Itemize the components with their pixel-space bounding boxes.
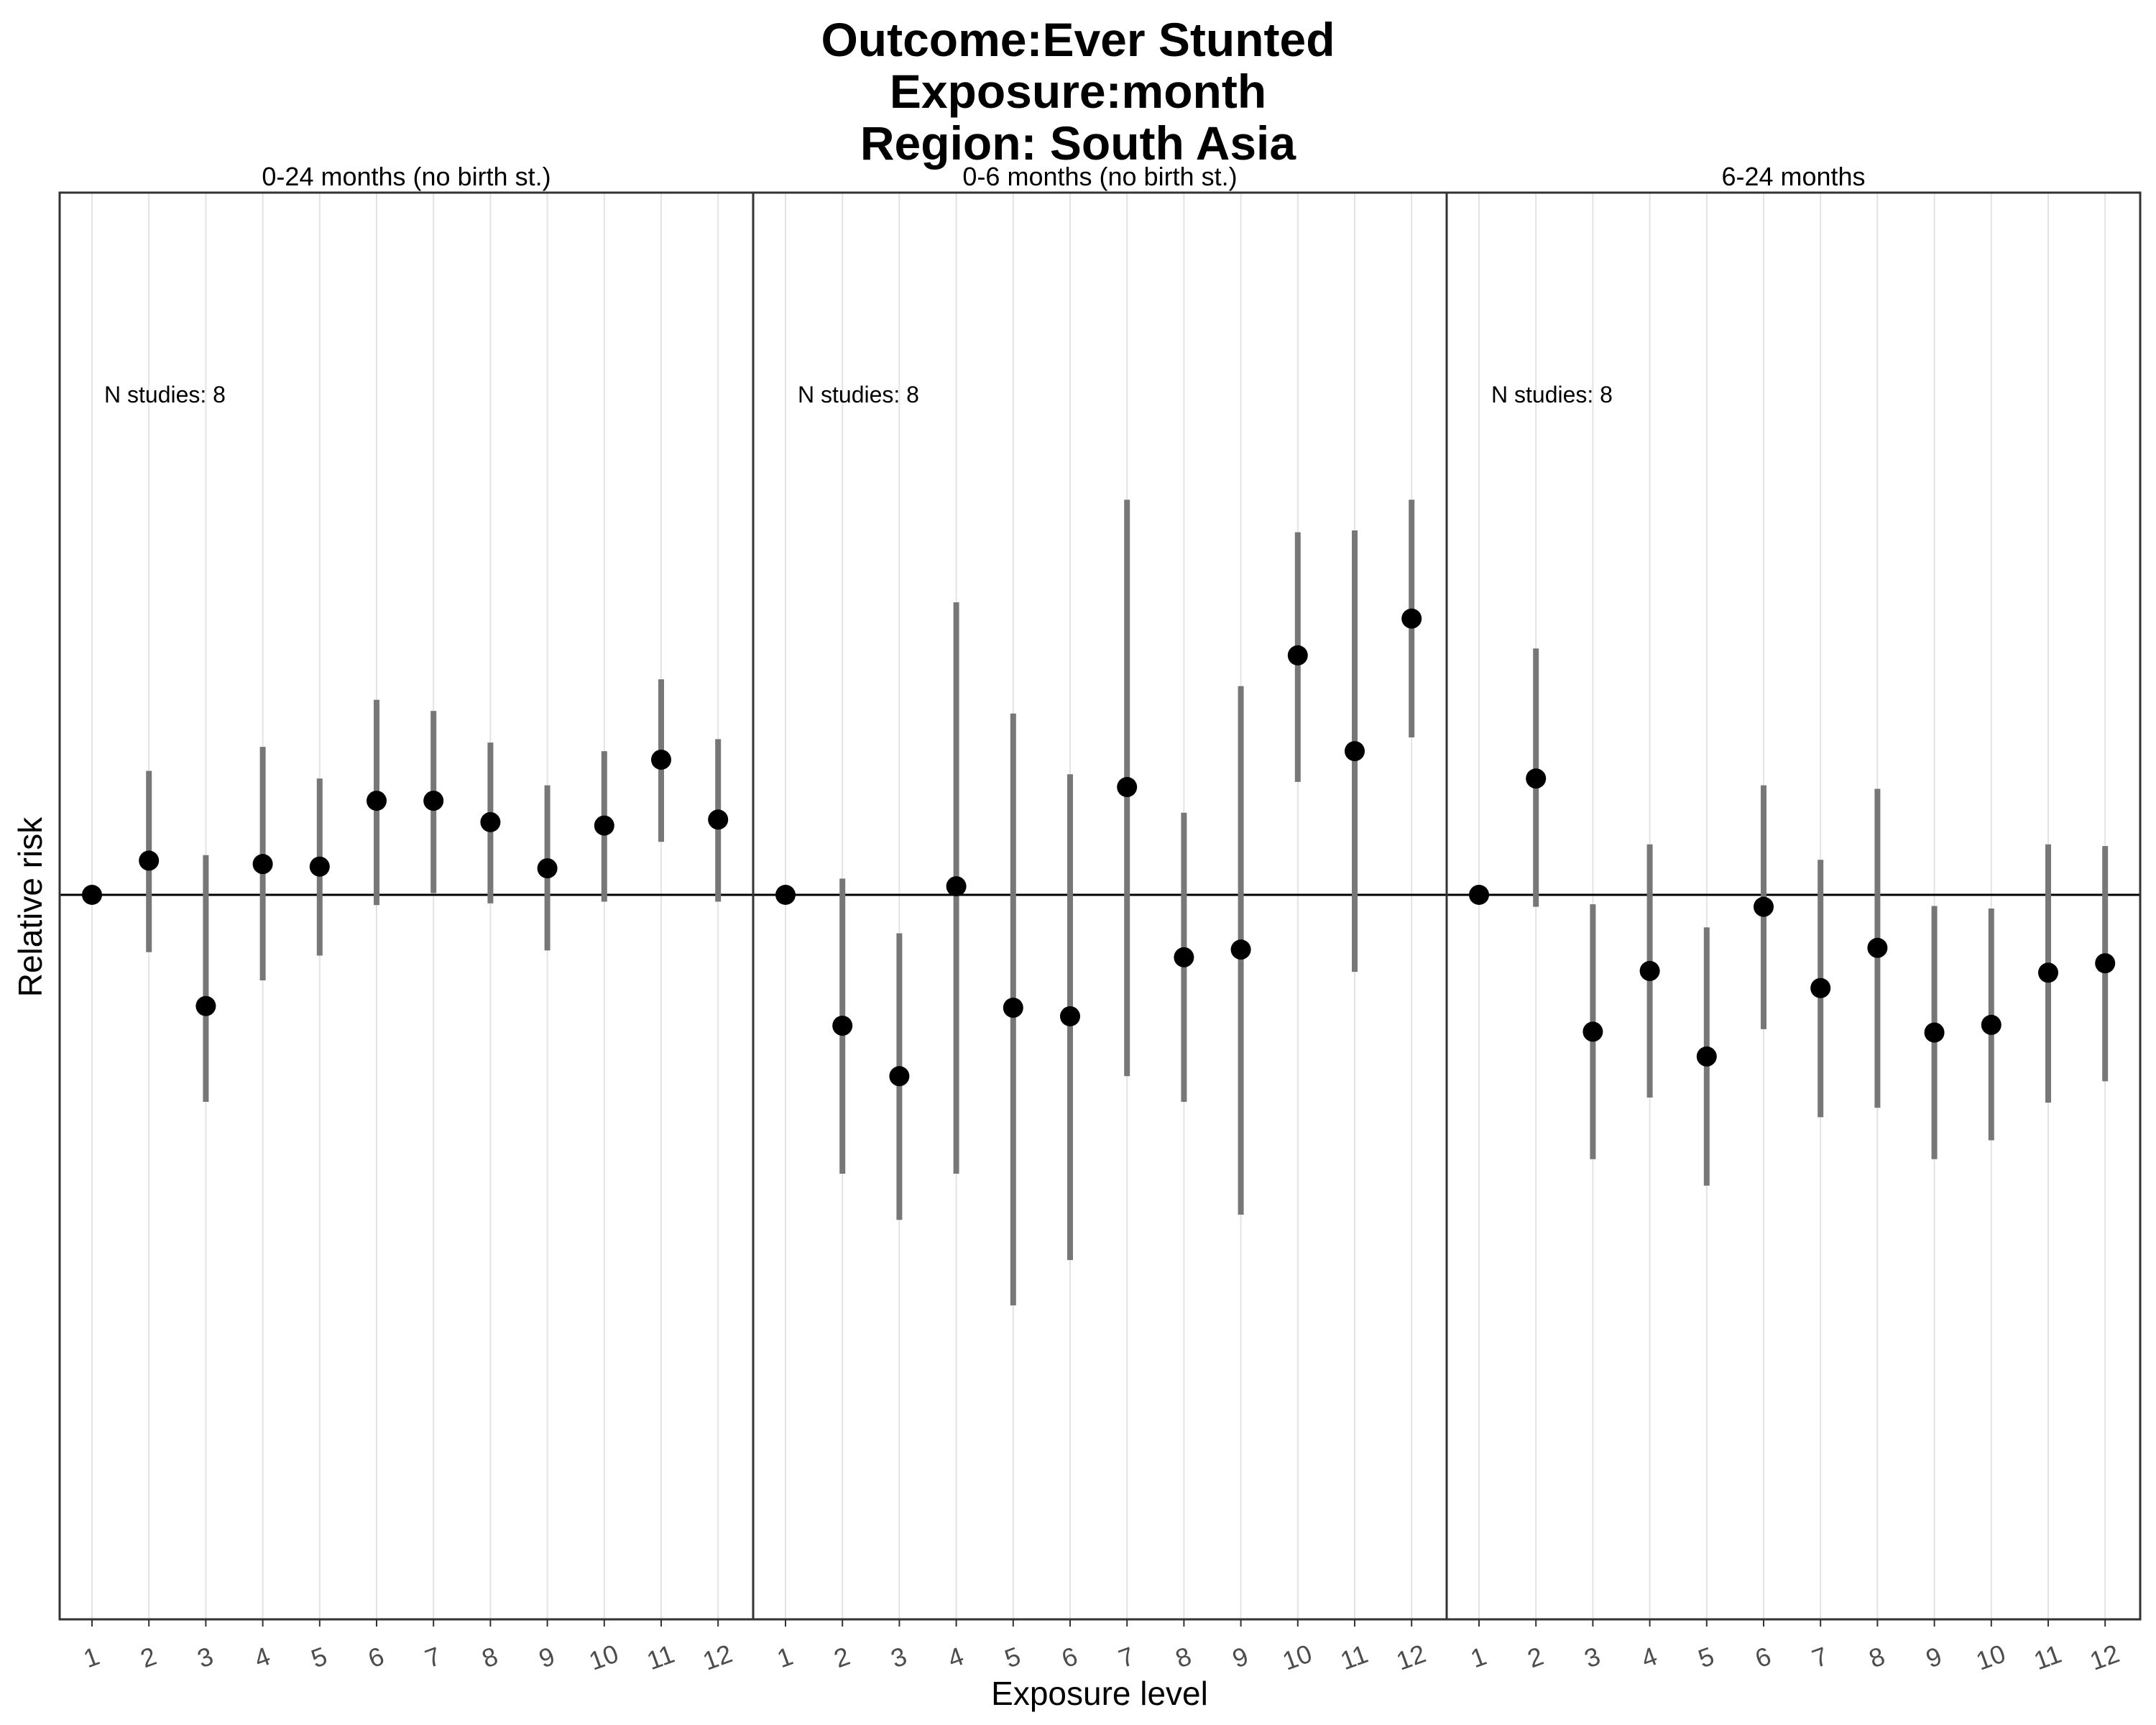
data-point [309,856,330,877]
data-point [2038,962,2058,983]
x-axis-label: Exposure level [991,1675,1208,1712]
data-point [1696,1046,1717,1067]
x-tick-label: 1 [80,1641,103,1673]
x-tick-label: 7 [421,1641,445,1673]
x-tick-label: 8 [1171,1641,1195,1673]
data-point [1117,777,1138,798]
n-studies-annotation: N studies: 8 [1491,382,1613,408]
x-tick-label: 12 [1393,1639,1430,1676]
x-tick-label: 1 [773,1641,797,1673]
x-tick-label: 11 [2030,1639,2065,1675]
x-tick-label: 1 [1467,1641,1491,1673]
data-point [1469,885,1489,905]
x-tick-label: 4 [1637,1641,1661,1673]
x-tick-label: 5 [1695,1641,1718,1673]
panel-label: 6-24 months [1721,162,1865,191]
chart-title-line-1: Outcome:Ever Stunted [821,13,1335,66]
data-point [1583,1021,1603,1042]
data-point [423,791,444,811]
data-point [832,1016,853,1036]
n-studies-annotation: N studies: 8 [798,382,919,408]
data-point [1287,645,1308,666]
x-tick-label: 11 [643,1639,678,1675]
data-point [1924,1022,1945,1043]
data-point [708,809,729,830]
data-point [594,815,614,836]
data-point [195,995,216,1016]
x-tick-label: 10 [1279,1639,1316,1676]
data-point [139,850,160,871]
x-tick-label: 5 [308,1641,331,1673]
x-tick-label: 3 [887,1641,911,1673]
x-tick-label: 10 [1972,1639,2009,1676]
data-point [1754,896,1774,917]
x-tick-label: 4 [250,1641,274,1673]
x-tick-label: 6 [364,1641,388,1673]
x-tick-label: 3 [193,1641,217,1673]
panel-border [1445,191,2142,1621]
data-point [1810,978,1831,998]
x-tick-label: 7 [1808,1641,1832,1673]
data-point [889,1066,910,1087]
n-studies-annotation: N studies: 8 [104,382,226,408]
x-tick-label: 5 [1001,1641,1025,1673]
panel-1: 0-24 months (no birth st.)N studies: 81 2… [58,162,755,1676]
x-tick-label: 9 [1228,1641,1252,1673]
x-tick-label: 9 [535,1641,558,1673]
x-tick-label: 6 [1751,1641,1775,1673]
panel-2: 0-6 months (no birth st.)N studies: 81 2 3… [752,162,1448,1676]
x-tick-label: 3 [1580,1641,1604,1673]
x-tick-label: 4 [944,1641,967,1673]
data-point [1060,1006,1080,1026]
data-point [1345,741,1365,762]
x-tick-label: 2 [1524,1641,1547,1673]
x-tick-label: 12 [699,1639,737,1676]
data-point [537,858,558,879]
chart-title-line-2: Exposure:month [889,65,1267,118]
data-point [1526,768,1547,789]
data-point [82,885,102,905]
data-point [1639,960,1660,981]
data-point [1981,1014,2001,1035]
x-tick-label: 7 [1115,1641,1138,1673]
data-point [775,885,796,905]
x-tick-label: 6 [1058,1641,1082,1673]
x-tick-label: 2 [137,1641,160,1673]
x-tick-label: 8 [1865,1641,1889,1673]
data-point [252,854,273,875]
data-point [1867,937,1888,958]
data-point [1401,608,1422,629]
chart-title-line-3: Region: South Asia [860,116,1296,170]
panel-label: 0-24 months (no birth st.) [262,162,550,191]
x-tick-label: 9 [1922,1641,1945,1673]
data-point [946,876,967,897]
data-point [2095,953,2116,974]
data-point [1003,998,1023,1018]
x-tick-label: 11 [1337,1639,1372,1675]
data-point [1174,947,1194,967]
data-point [480,811,501,832]
panel-label: 0-6 months (no birth st.) [962,162,1237,191]
x-tick-label: 10 [585,1639,622,1676]
data-point [651,749,671,770]
y-axis-label: Relative risk [11,816,49,998]
x-tick-label: 12 [2086,1639,2124,1676]
x-tick-label: 2 [830,1641,854,1673]
data-point [1230,939,1251,960]
x-tick-label: 8 [478,1641,502,1673]
data-point [367,791,387,811]
